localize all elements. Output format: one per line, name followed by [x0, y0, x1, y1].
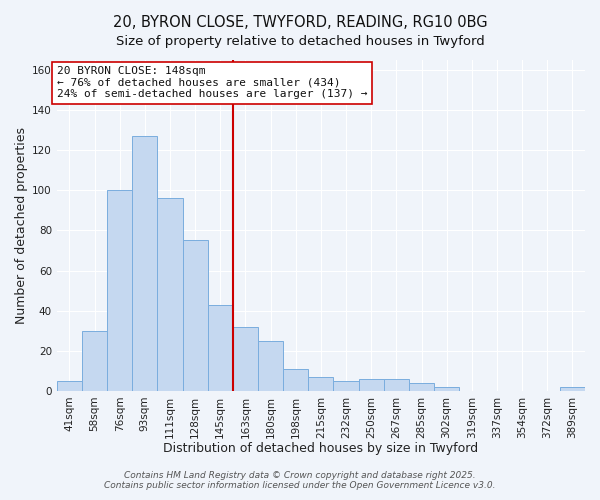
Bar	[182, 240, 208, 391]
Bar	[132, 136, 157, 391]
Bar	[308, 377, 334, 391]
Bar	[384, 379, 409, 391]
Bar	[233, 326, 258, 391]
X-axis label: Distribution of detached houses by size in Twyford: Distribution of detached houses by size …	[163, 442, 478, 455]
Text: Contains HM Land Registry data © Crown copyright and database right 2025.
Contai: Contains HM Land Registry data © Crown c…	[104, 470, 496, 490]
Bar	[57, 381, 82, 391]
Bar	[334, 381, 359, 391]
Text: Size of property relative to detached houses in Twyford: Size of property relative to detached ho…	[116, 35, 484, 48]
Bar	[82, 330, 107, 391]
Bar	[157, 198, 182, 391]
Y-axis label: Number of detached properties: Number of detached properties	[15, 127, 28, 324]
Bar	[560, 387, 585, 391]
Bar	[283, 369, 308, 391]
Text: 20, BYRON CLOSE, TWYFORD, READING, RG10 0BG: 20, BYRON CLOSE, TWYFORD, READING, RG10 …	[113, 15, 487, 30]
Bar	[434, 387, 459, 391]
Bar	[409, 383, 434, 391]
Bar	[107, 190, 132, 391]
Bar	[258, 340, 283, 391]
Text: 20 BYRON CLOSE: 148sqm
← 76% of detached houses are smaller (434)
24% of semi-de: 20 BYRON CLOSE: 148sqm ← 76% of detached…	[57, 66, 367, 99]
Bar	[359, 379, 384, 391]
Bar	[208, 304, 233, 391]
